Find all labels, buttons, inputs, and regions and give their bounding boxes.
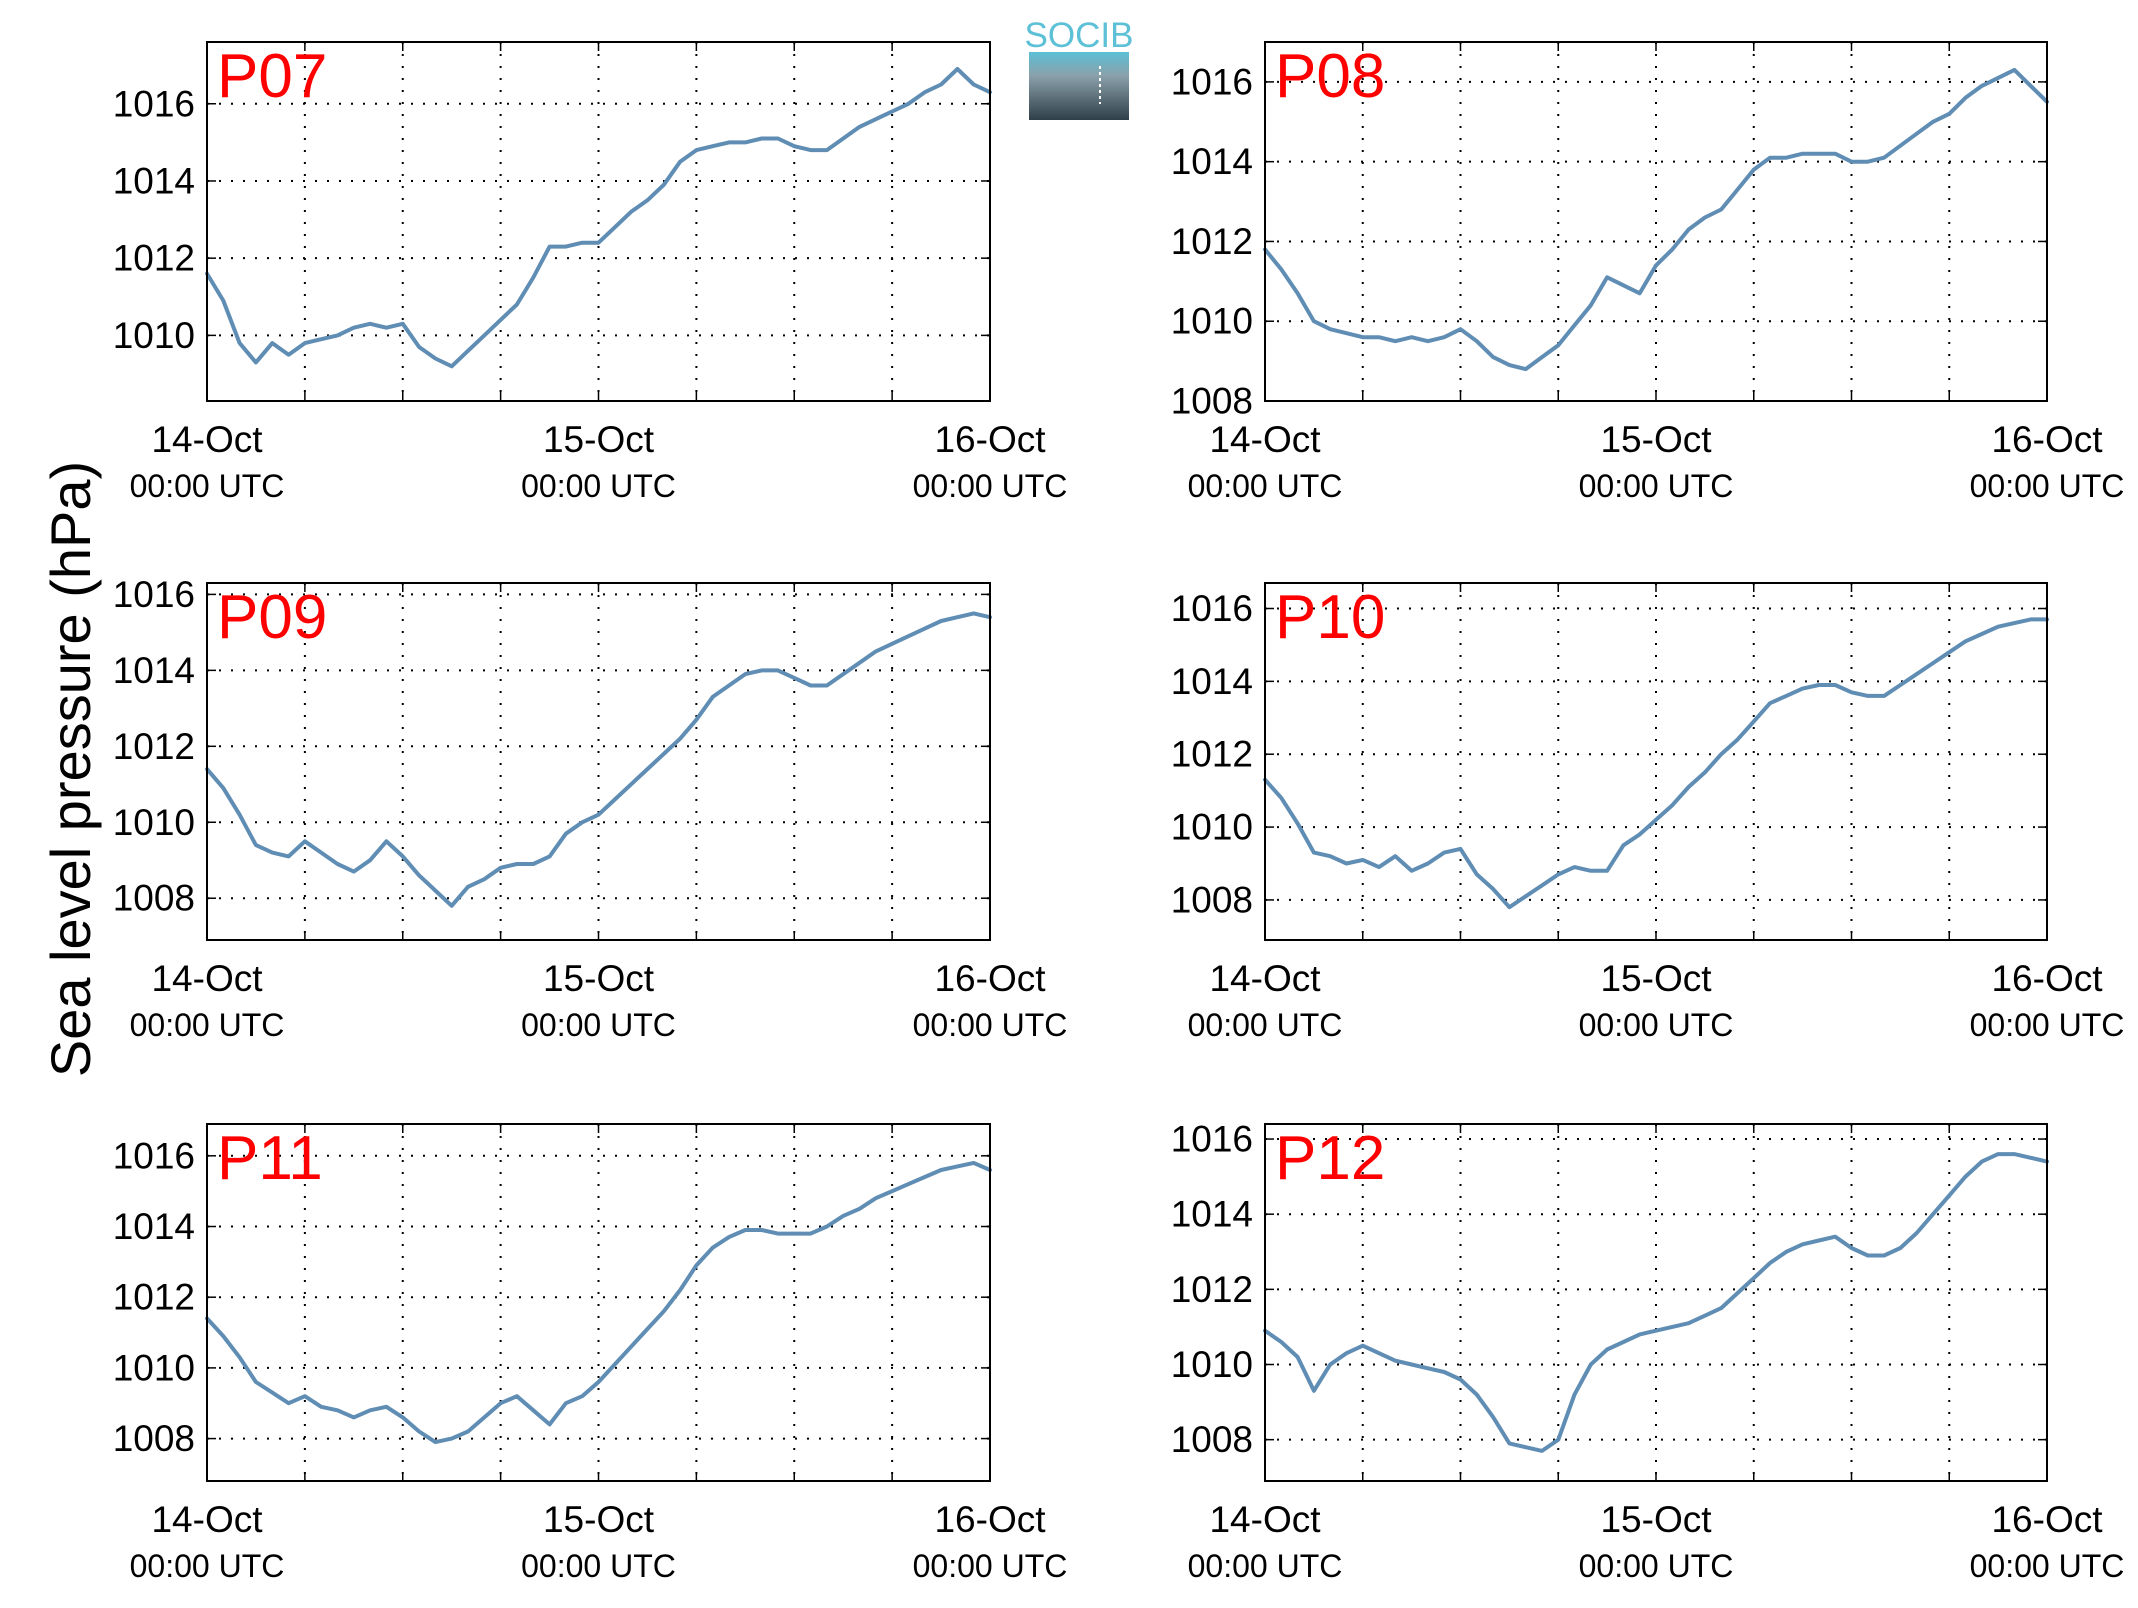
panel-label-p10: P10	[1275, 583, 1385, 652]
series-line-p09	[205, 611, 992, 908]
y-tick-label: 1012	[113, 238, 195, 279]
x-tick-time-label: 00:00 UTC	[130, 1548, 285, 1584]
x-tick-time-label: 00:00 UTC	[913, 1548, 1068, 1584]
y-tick-label: 1014	[113, 1206, 195, 1247]
panel-label-p07: P07	[217, 42, 327, 111]
y-tick-label: 1010	[113, 315, 195, 356]
x-tick-time-label: 00:00 UTC	[1579, 468, 1734, 504]
series-line-p07	[205, 67, 992, 369]
x-tick-time-label: 00:00 UTC	[913, 1007, 1068, 1043]
y-tick-label: 1008	[1171, 381, 1253, 422]
y-tick-label: 1014	[1171, 141, 1253, 182]
x-tick-time-label: 00:00 UTC	[521, 1007, 676, 1043]
panel-label-p08: P08	[1275, 42, 1385, 111]
x-tick-time-label: 00:00 UTC	[1188, 1548, 1343, 1584]
x-tick-date-label: 14-Oct	[151, 419, 263, 460]
x-tick-date-label: 14-Oct	[151, 958, 263, 999]
x-tick-time-label: 00:00 UTC	[1579, 1548, 1734, 1584]
logo-text: SOCIB	[1025, 16, 1134, 55]
y-tick-label: 1008	[1171, 879, 1253, 920]
x-tick-time-label: 00:00 UTC	[1970, 468, 2125, 504]
y-tick-label: 1014	[113, 650, 195, 691]
panel-p12: 1008 1010 1012 1014 1016 14-Oct 00:00 UTC 15-Oc…	[1171, 1119, 2125, 1584]
y-tick-label: 1014	[1171, 661, 1253, 702]
y-tick-label: 1012	[1171, 1269, 1253, 1310]
x-tick-date-label: 14-Oct	[1209, 1499, 1321, 1540]
chart-panels: 1010 1012 1014 1016 14-Oct 00:00 UTC 15-Oct 00:…	[113, 41, 2125, 1584]
x-tick-date-label: 15-Oct	[1600, 958, 1712, 999]
axes-frame	[206, 41, 991, 402]
x-tick-date-label: 15-Oct	[1600, 419, 1712, 460]
x-tick-time-label: 00:00 UTC	[913, 468, 1068, 504]
y-tick-label: 1012	[1171, 221, 1253, 262]
series-line-p12	[1263, 1152, 2049, 1453]
x-tick-date-label: 15-Oct	[1600, 1499, 1712, 1540]
panel-p11: 1008 1010 1012 1014 1016 14-Oct 00:00 UTC 15-Oc…	[113, 1123, 1068, 1584]
y-tick-label: 1016	[113, 1135, 195, 1176]
x-tick-date-label: 16-Oct	[1991, 958, 2103, 999]
panel-label-p11: P11	[217, 1124, 323, 1193]
series-line-p11	[205, 1160, 992, 1445]
panel-p10: 1008 1010 1012 1014 1016 14-Oct 00:00 UTC 15-Oc…	[1171, 582, 2125, 1043]
x-tick-time-label: 00:00 UTC	[1188, 468, 1343, 504]
x-tick-date-label: 14-Oct	[1209, 958, 1321, 999]
series-line-p10	[1263, 617, 2049, 910]
y-tick-label: 1014	[113, 160, 195, 201]
y-tick-label: 1010	[1171, 301, 1253, 342]
x-tick-date-label: 16-Oct	[934, 419, 1046, 460]
x-tick-time-label: 00:00 UTC	[521, 468, 676, 504]
y-tick-label: 1014	[1171, 1194, 1253, 1235]
y-tick-label: 1012	[1171, 734, 1253, 775]
x-tick-date-label: 16-Oct	[1991, 1499, 2103, 1540]
socib-logo: SOCIB	[1025, 16, 1134, 120]
panel-p07: 1010 1012 1014 1016 14-Oct 00:00 UTC 15-Oct 00:…	[113, 41, 1068, 504]
x-tick-date-label: 14-Oct	[1209, 419, 1321, 460]
y-tick-label: 1016	[113, 83, 195, 124]
y-tick-label: 1016	[1171, 1119, 1253, 1160]
x-tick-time-label: 00:00 UTC	[1579, 1007, 1734, 1043]
x-tick-date-label: 14-Oct	[151, 1499, 263, 1540]
y-tick-label: 1010	[1171, 1344, 1253, 1385]
x-tick-date-label: 15-Oct	[543, 1499, 655, 1540]
y-tick-label: 1010	[1171, 807, 1253, 848]
panel-p09: 1008 1010 1012 1014 1016 14-Oct 00:00 UTC 15-Oc…	[113, 574, 1068, 1043]
x-tick-date-label: 16-Oct	[934, 958, 1046, 999]
x-tick-date-label: 16-Oct	[1991, 419, 2103, 460]
y-tick-label: 1016	[1171, 61, 1253, 102]
x-tick-date-label: 16-Oct	[934, 1499, 1046, 1540]
series-line-p08	[1263, 67, 2049, 372]
y-tick-label: 1010	[113, 1347, 195, 1388]
y-tick-label: 1012	[113, 1277, 195, 1318]
y-tick-label: 1016	[113, 574, 195, 615]
y-tick-label: 1016	[1171, 588, 1253, 629]
x-tick-time-label: 00:00 UTC	[1970, 1007, 2125, 1043]
y-axis-label: Sea level pressure (hPa)	[39, 461, 102, 1077]
y-tick-label: 1012	[113, 726, 195, 767]
y-tick-label: 1008	[113, 878, 195, 919]
x-tick-date-label: 15-Oct	[543, 958, 655, 999]
x-tick-time-label: 00:00 UTC	[130, 468, 285, 504]
axes-frame	[1264, 582, 2048, 941]
panel-p08: 1008 1010 1012 1014 1016 14-Oct 00:00 UTC 15-Oc…	[1171, 41, 2125, 504]
panel-label-p09: P09	[217, 583, 327, 652]
x-tick-time-label: 00:00 UTC	[130, 1007, 285, 1043]
x-tick-time-label: 00:00 UTC	[1970, 1548, 2125, 1584]
axes-frame	[1264, 1123, 2048, 1482]
y-tick-label: 1008	[113, 1418, 195, 1459]
x-tick-time-label: 00:00 UTC	[521, 1548, 676, 1584]
axes-frame	[206, 582, 991, 941]
axes-frame	[1264, 41, 2048, 402]
x-tick-time-label: 00:00 UTC	[1188, 1007, 1343, 1043]
panel-label-p12: P12	[1275, 1124, 1385, 1193]
axes-frame	[206, 1123, 991, 1482]
y-tick-label: 1010	[113, 802, 195, 843]
x-tick-date-label: 15-Oct	[543, 419, 655, 460]
y-tick-label: 1008	[1171, 1419, 1253, 1460]
